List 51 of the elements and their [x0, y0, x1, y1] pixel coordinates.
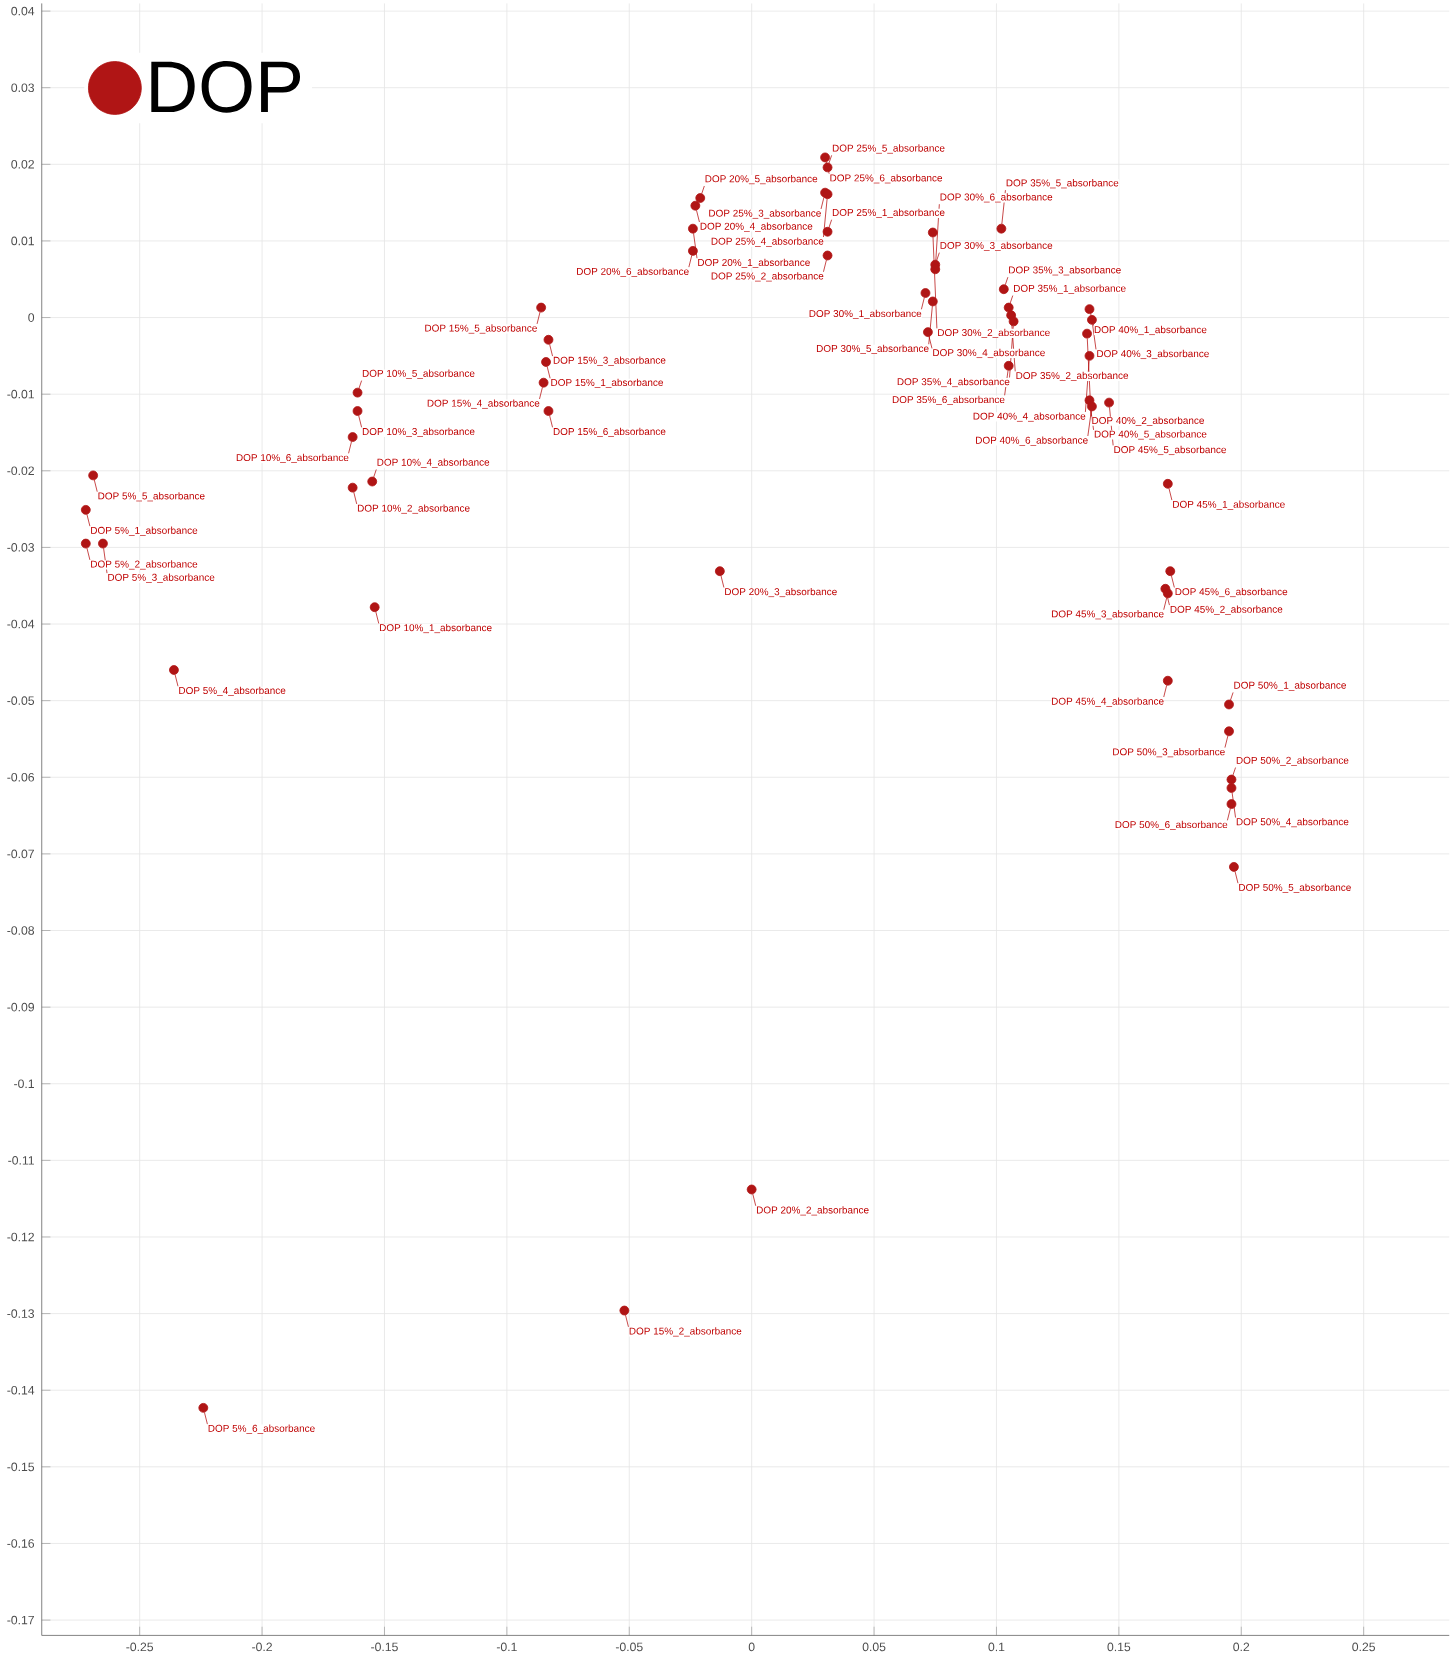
point: [928, 227, 938, 238]
point: [1104, 397, 1115, 408]
point: [1226, 799, 1237, 809]
point: [1165, 566, 1176, 577]
point: [715, 566, 725, 577]
point: [169, 665, 179, 675]
point: [1229, 862, 1239, 872]
point: [688, 223, 698, 234]
point: [352, 387, 363, 398]
point: [352, 406, 363, 416]
point: [1084, 350, 1095, 361]
point: [999, 284, 1009, 295]
point: [538, 377, 549, 388]
point: [746, 1184, 757, 1195]
point: [1226, 774, 1237, 785]
point: [88, 470, 99, 481]
point: [822, 226, 833, 237]
point: [369, 602, 380, 613]
point: [1163, 675, 1173, 686]
point: [347, 432, 358, 442]
point: [690, 200, 701, 211]
point: [541, 357, 552, 367]
point: [198, 1402, 209, 1413]
legend-label: DOP: [151, 60, 301, 113]
point: [688, 246, 698, 256]
point: [619, 1305, 630, 1316]
point: [928, 296, 938, 307]
point: [543, 406, 554, 416]
point: [81, 538, 91, 549]
point: [1163, 588, 1173, 599]
point: [1003, 302, 1014, 313]
point: [1084, 304, 1095, 315]
point: [920, 288, 931, 298]
point: [367, 476, 378, 487]
point: [1226, 783, 1237, 793]
point: [996, 223, 1007, 234]
point: [1003, 360, 1014, 371]
point: [1224, 699, 1235, 710]
point: [822, 250, 833, 261]
point: [1087, 401, 1097, 412]
point: [536, 302, 547, 313]
point: [347, 482, 358, 493]
point: [695, 193, 706, 203]
point: [81, 504, 91, 515]
point: [1082, 328, 1093, 339]
point: [1008, 316, 1019, 327]
point: [1224, 726, 1235, 737]
point: [98, 538, 108, 549]
point: [543, 334, 554, 345]
point: [1163, 478, 1173, 489]
point: [923, 327, 933, 337]
